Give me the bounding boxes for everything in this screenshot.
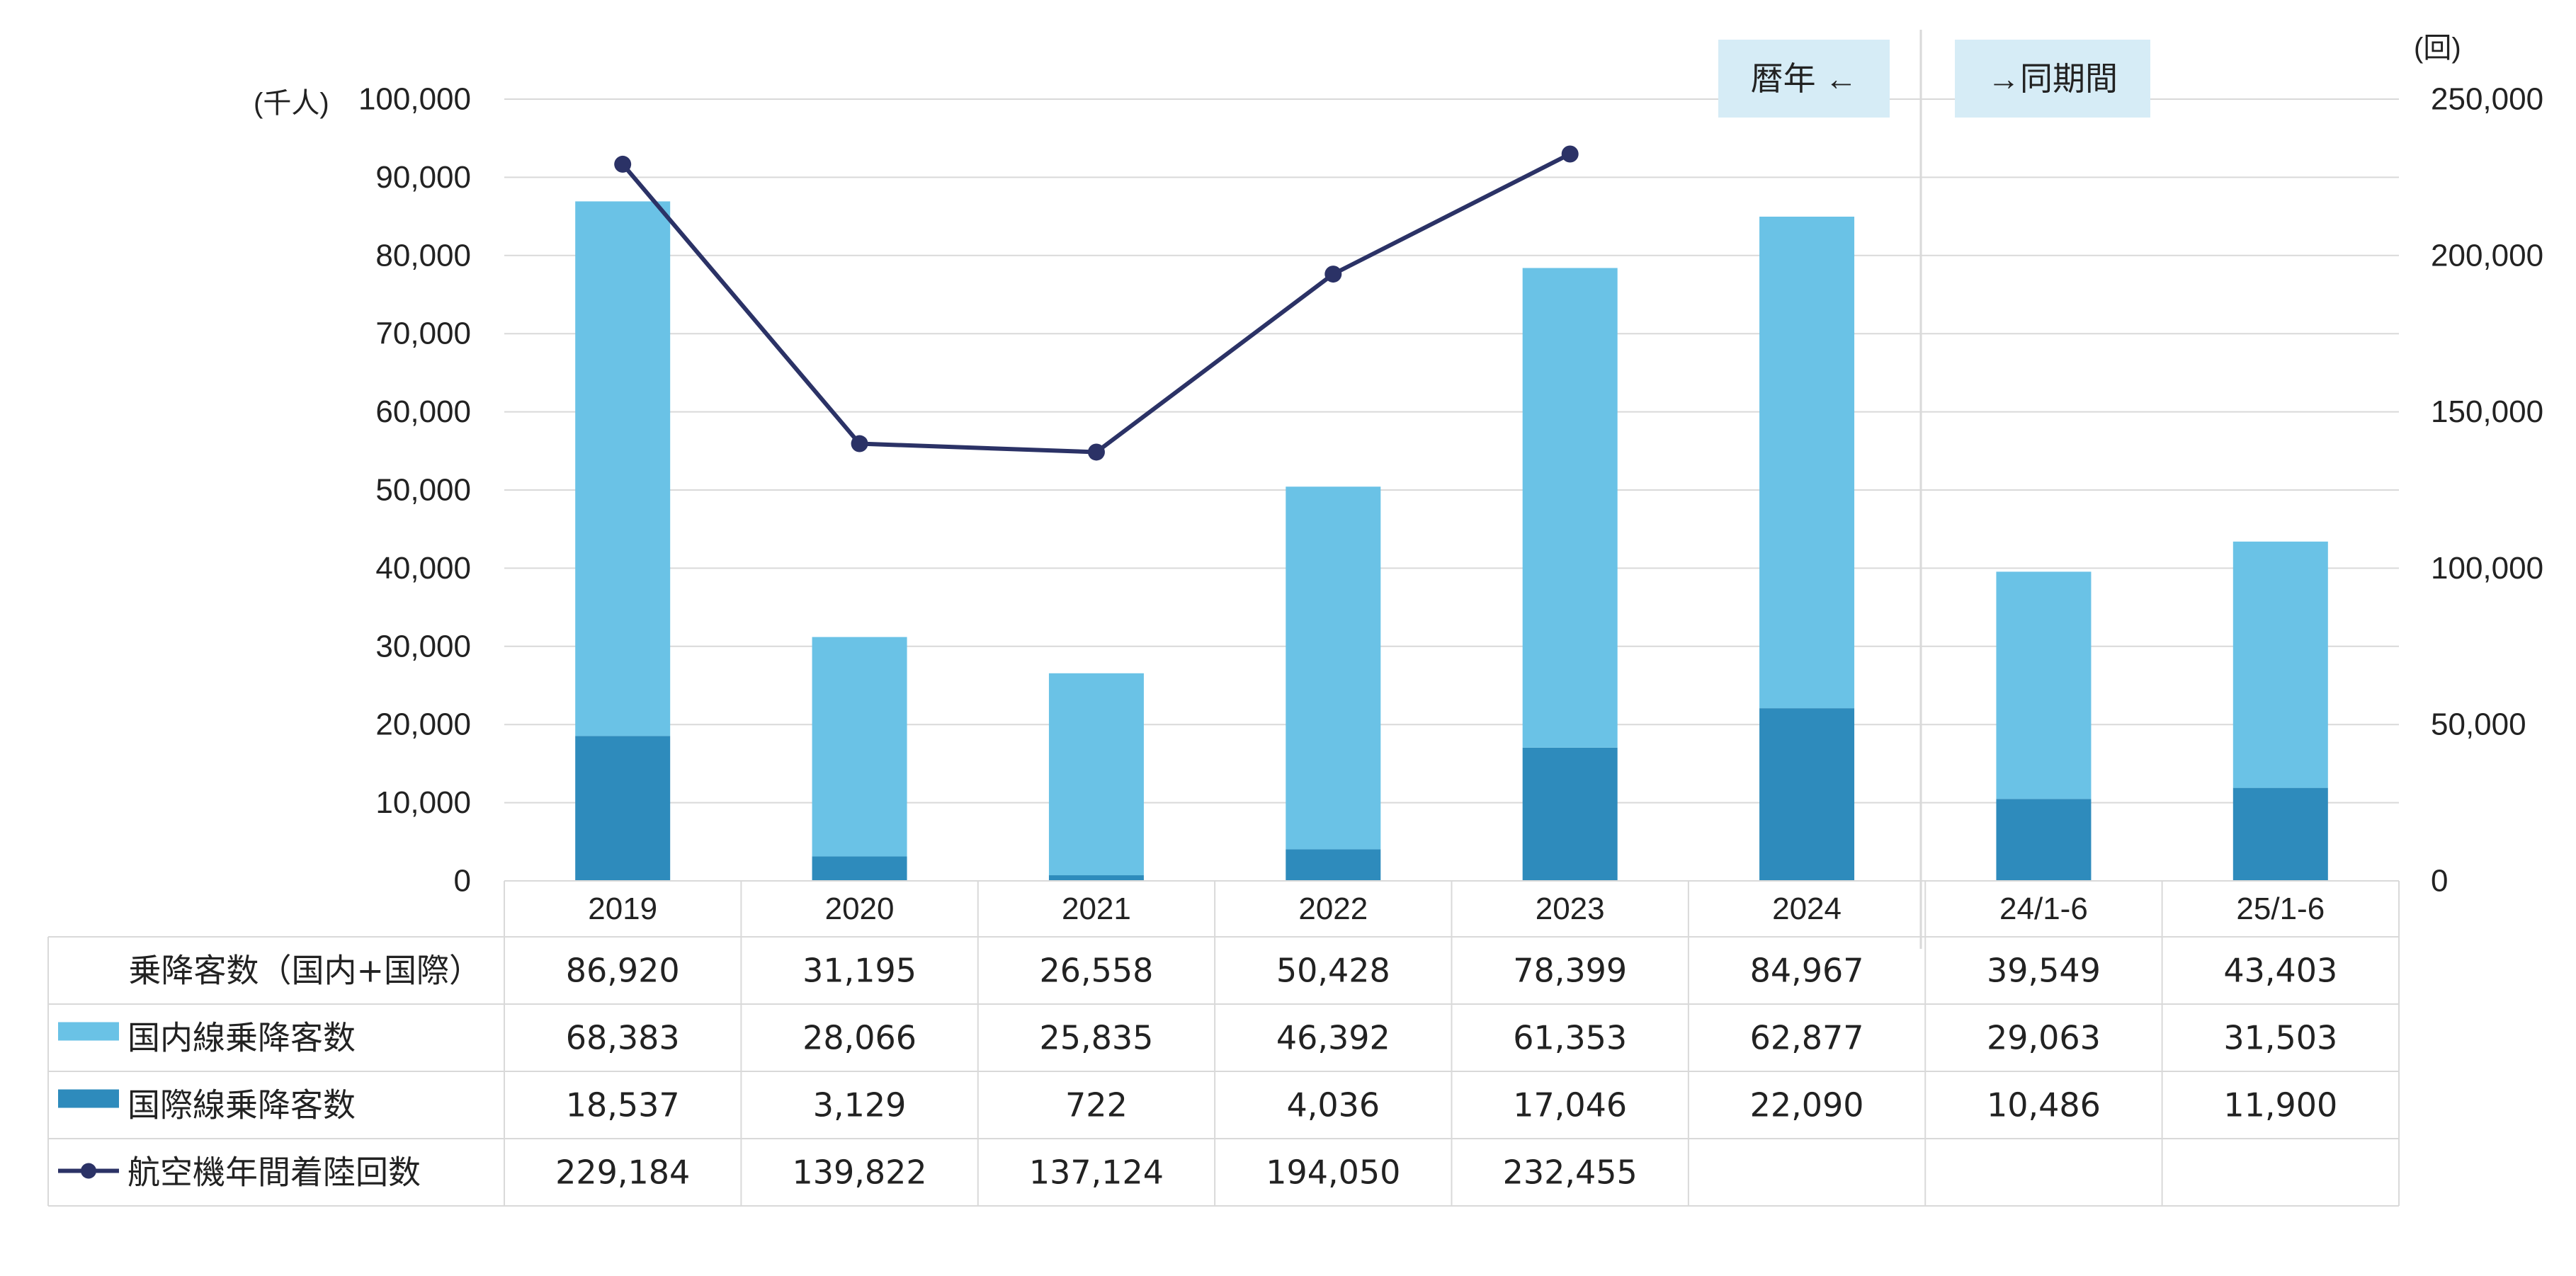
bar-international [1522, 747, 1618, 881]
cell-total: 39,549 [1987, 952, 2101, 990]
landings-point [1561, 145, 1579, 163]
x-category-label: 2019 [588, 892, 657, 926]
bar-international [575, 736, 671, 881]
x-category-label: 2022 [1298, 892, 1368, 926]
line-series [614, 145, 1579, 461]
bar-series [575, 201, 2328, 881]
y-left-tick-label: 30,000 [375, 629, 471, 663]
cell-domestic: 68,383 [566, 1019, 680, 1057]
x-category-label: 24/1-6 [1999, 892, 2088, 926]
y-left-tick-label: 0 [454, 864, 471, 899]
calendar-year-label: 暦年 ← [1751, 60, 1858, 97]
bar-domestic [2232, 541, 2328, 788]
landings-point [614, 155, 632, 173]
bar-domestic [1286, 486, 1381, 850]
cell-domestic: 28,066 [802, 1019, 917, 1057]
y-left-tick-label: 60,000 [375, 394, 471, 429]
same-period-box [1955, 40, 2150, 118]
y-left-tick-label: 100,000 [358, 82, 471, 117]
cell-domestic: 25,835 [1039, 1019, 1153, 1057]
same-period-label: →同期間 [1987, 60, 2118, 97]
cell-landings: 194,050 [1266, 1153, 1400, 1192]
landings-point [851, 435, 868, 452]
cell-total: 78,399 [1513, 952, 1627, 990]
period-annotations: 暦年 ← →同期間 [1718, 30, 2150, 949]
legend-swatch-international [58, 1089, 119, 1108]
y-left-tick-label: 20,000 [375, 707, 471, 742]
y-right-tick-label: 150,000 [2431, 394, 2543, 429]
x-category-label: 2020 [825, 892, 895, 926]
y-left-tick-label: 80,000 [375, 238, 471, 273]
cell-international: 17,046 [1513, 1086, 1627, 1124]
cell-total: 84,967 [1750, 952, 1864, 990]
bar-domestic [1048, 673, 1144, 876]
cell-international: 722 [1065, 1086, 1128, 1124]
cell-total: 26,558 [1039, 952, 1153, 990]
y-left-tick-label: 90,000 [375, 160, 471, 195]
y-left-tick-label: 70,000 [375, 317, 471, 351]
cell-international: 4,036 [1286, 1086, 1380, 1124]
cell-landings: 139,822 [792, 1153, 926, 1192]
cell-total: 50,428 [1276, 952, 1390, 990]
y-left-unit-label: (千人) [254, 88, 329, 119]
bar-international [812, 856, 907, 881]
axes: 0 10,000 20,000 30,000 40,000 50,000 60,000 70,… [254, 33, 2543, 899]
landings-line [620, 152, 1572, 455]
bar-domestic [1759, 216, 1855, 709]
cell-international: 3,129 [813, 1086, 907, 1124]
y-right-tick-label: 50,000 [2431, 707, 2526, 742]
row-label-international: 国際線乗降客数 [127, 1086, 356, 1124]
y-right-tick-label: 250,000 [2431, 82, 2543, 117]
cell-domestic: 31,503 [2223, 1019, 2337, 1057]
cell-total: 43,403 [2223, 952, 2337, 990]
cell-international: 18,537 [566, 1086, 680, 1124]
cell-domestic: 29,063 [1987, 1019, 2101, 1057]
landings-point [1324, 266, 1342, 283]
bar-domestic [812, 637, 907, 857]
cell-international: 11,900 [2223, 1086, 2337, 1124]
legend-marker-landings [81, 1163, 96, 1179]
cell-landings: 232,455 [1503, 1153, 1638, 1192]
row-label-total: 乗降客数（国内+国際） [128, 952, 482, 990]
cell-total: 31,195 [802, 952, 917, 990]
x-category-label: 2021 [1062, 892, 1131, 926]
x-category-label: 2024 [1772, 892, 1842, 926]
x-category-label: 25/1-6 [2236, 892, 2325, 926]
bar-domestic [1522, 268, 1618, 748]
bar-international [2232, 787, 2328, 881]
cell-domestic: 46,392 [1276, 1019, 1390, 1057]
cell-international: 22,090 [1750, 1086, 1864, 1124]
data-table: 2019 2020 2021 2022 2023 2024 24/1-6 25/1-6 乗降客数… [47, 880, 2400, 1207]
cell-landings: 229,184 [555, 1153, 690, 1192]
y-left-tick-label: 40,000 [375, 551, 471, 586]
bar-international [1048, 875, 1144, 881]
cell-total: 86,920 [566, 952, 680, 990]
cell-domestic: 61,353 [1513, 1019, 1627, 1057]
landings-point [1087, 443, 1105, 461]
bar-international [1996, 799, 2092, 881]
bar-international [1286, 849, 1381, 881]
legend-swatch-domestic [58, 1022, 119, 1041]
cell-domestic: 62,877 [1750, 1019, 1864, 1057]
y-left-tick-label: 10,000 [375, 785, 471, 820]
y-left-tick-label: 50,000 [375, 473, 471, 508]
row-label-domestic: 国内線乗降客数 [127, 1019, 356, 1057]
x-category-label: 2023 [1536, 892, 1605, 926]
calendar-year-box [1718, 40, 1890, 118]
cell-landings: 137,124 [1029, 1153, 1164, 1192]
gridlines [504, 98, 2399, 804]
bar-international [1759, 708, 1855, 881]
y-right-tick-label: 0 [2431, 864, 2448, 899]
cell-international: 10,486 [1987, 1086, 2101, 1124]
bar-domestic [1996, 571, 2092, 799]
y-right-unit-label: (回) [2414, 33, 2461, 64]
y-right-tick-label: 100,000 [2431, 551, 2543, 586]
bar-domestic [575, 201, 671, 736]
row-label-landings: 航空機年間着陸回数 [127, 1153, 421, 1192]
y-right-tick-label: 200,000 [2431, 238, 2543, 273]
